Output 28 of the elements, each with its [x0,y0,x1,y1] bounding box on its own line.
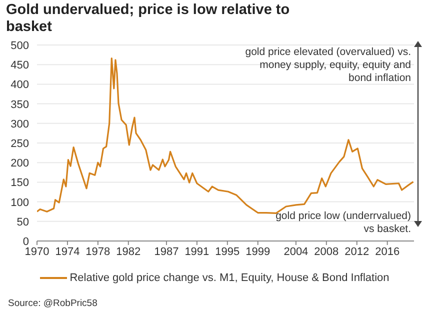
x-tick-label: 1974 [55,246,80,258]
y-tick-label: 300 [10,118,29,130]
x-tick-label: 2012 [344,246,370,258]
legend-label: Relative gold price change vs. M1, Equity, House & Bond Inflation [68,272,390,284]
x-tick-label: 1982 [116,246,141,258]
chart-title: Gold undervalued; price is low relative to basket [6,2,291,36]
y-tick-label: 500 [10,40,29,52]
annotation: gold price low (underrvalued) vs basket. [274,210,411,236]
x-tick-label: 1999 [246,246,270,258]
x-tick-label: 2004 [284,246,308,258]
y-tick-label: 400 [10,79,29,92]
x-tick-label: 1987 [154,246,179,258]
y-tick-label: 50 [16,216,29,228]
y-tick-label: 350 [10,98,29,111]
x-tick-label: 1995 [215,246,240,258]
x-tick-label: 1970 [24,246,50,258]
y-tick-label: 0 [22,236,29,248]
y-tick-label: 200 [10,158,29,170]
x-tick-label: 1978 [86,246,110,258]
y-tick-label: 150 [10,177,29,190]
x-tick-label: 2016 [375,246,400,258]
y-tick-label: 450 [10,60,29,72]
source-note: Source: @RobPric58 [8,298,98,309]
y-tick-label: 100 [10,196,29,209]
x-tick-label: 2008 [314,246,339,258]
x-tick-label: 1991 [184,246,210,258]
annotation: gold price elevated (overvalued) vs. money supply, equity, equity and bond inflation [244,46,411,85]
y-tick-label: 250 [10,138,29,150]
